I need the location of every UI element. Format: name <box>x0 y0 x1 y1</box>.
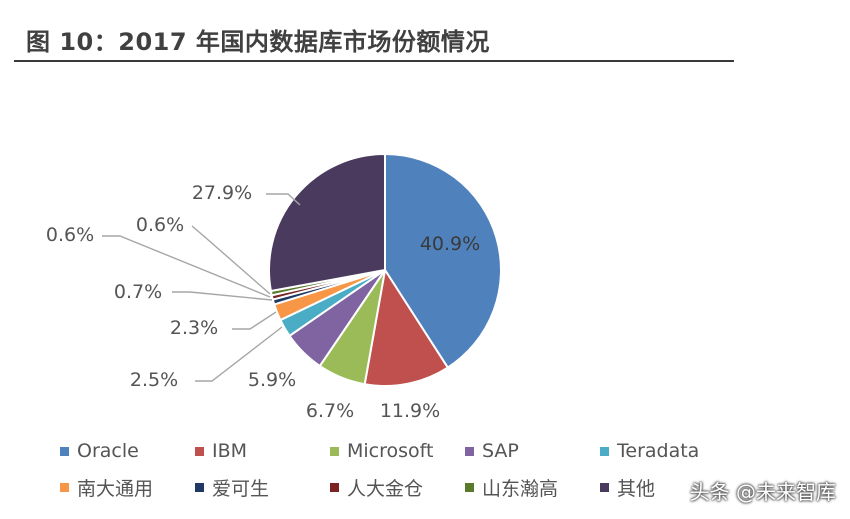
legend-swatch <box>600 446 609 456</box>
legend-item: 人大金仓 <box>330 474 465 501</box>
legend-swatch <box>465 446 474 456</box>
legend-label: SAP <box>482 440 519 462</box>
legend-label: 其他 <box>617 478 656 500</box>
leader-line-6 <box>232 311 277 330</box>
data-label-3: 6.7% <box>306 400 354 422</box>
pie-slice-10 <box>268 152 386 293</box>
legend-label: Teradata <box>617 440 700 462</box>
data-label-8: 0.6% <box>46 224 94 246</box>
chart-legend: Oracle IBM Microsoft SAP Teradata 南大通用 爱可生 人大金仓… <box>60 440 760 501</box>
legend-item: 南大通用 <box>60 474 195 501</box>
leader-line-5 <box>195 326 283 382</box>
pie-slice-2 <box>363 267 450 387</box>
data-label-9: 0.6% <box>136 214 184 236</box>
watermark: 头条 @未来智库 <box>689 480 836 504</box>
legend-item: SAP <box>465 440 600 462</box>
legend-item: 爱可生 <box>195 474 330 501</box>
legend-item: 山东瀚高 <box>465 474 600 501</box>
legend-label: Oracle <box>77 440 139 462</box>
leader-line-8 <box>102 235 271 298</box>
pie-slices <box>268 152 502 387</box>
data-label-7: 0.7% <box>114 281 162 303</box>
data-label-5: 2.5% <box>130 369 178 391</box>
leader-line-10 <box>266 193 301 206</box>
legend-item: Oracle <box>60 440 195 462</box>
title-divider <box>14 60 734 62</box>
leader-line-7 <box>172 291 273 301</box>
legend-label: 人大金仓 <box>347 478 424 500</box>
data-label-4: 5.9% <box>248 369 296 391</box>
legend-label: Microsoft <box>347 440 434 462</box>
pie-leader-lines <box>102 193 301 382</box>
data-label-6: 2.3% <box>170 317 218 339</box>
legend-label: 南大通用 <box>77 478 154 500</box>
figure-title: 图 10：2017 年国内数据库市场份额情况 <box>26 28 490 56</box>
legend-swatch <box>330 446 339 456</box>
legend-label: 山东瀚高 <box>482 478 559 500</box>
data-label-2: 11.9% <box>380 400 440 422</box>
leader-line-9 <box>191 225 271 295</box>
pie-data-labels: 40.9% 11.9% 6.7% 5.9% 2.5% 2.3% 0.7% 0.6% 0.6% 27… <box>46 182 480 422</box>
legend-swatch <box>465 483 474 492</box>
legend-swatch <box>195 446 204 456</box>
legend-item: Microsoft <box>330 440 465 462</box>
legend-swatch <box>60 446 69 456</box>
data-label-10: 27.9% <box>192 182 252 204</box>
legend-item: IBM <box>195 440 330 462</box>
legend-label: 爱可生 <box>212 478 270 500</box>
legend-swatch <box>195 483 204 492</box>
legend-label: IBM <box>212 440 248 462</box>
legend-swatch <box>60 483 69 492</box>
legend-item: Teradata <box>600 440 735 462</box>
legend-swatch <box>330 483 339 492</box>
data-label-1: 40.9% <box>420 233 480 255</box>
legend-swatch <box>600 483 609 492</box>
legend-item: 其他 <box>600 474 735 501</box>
